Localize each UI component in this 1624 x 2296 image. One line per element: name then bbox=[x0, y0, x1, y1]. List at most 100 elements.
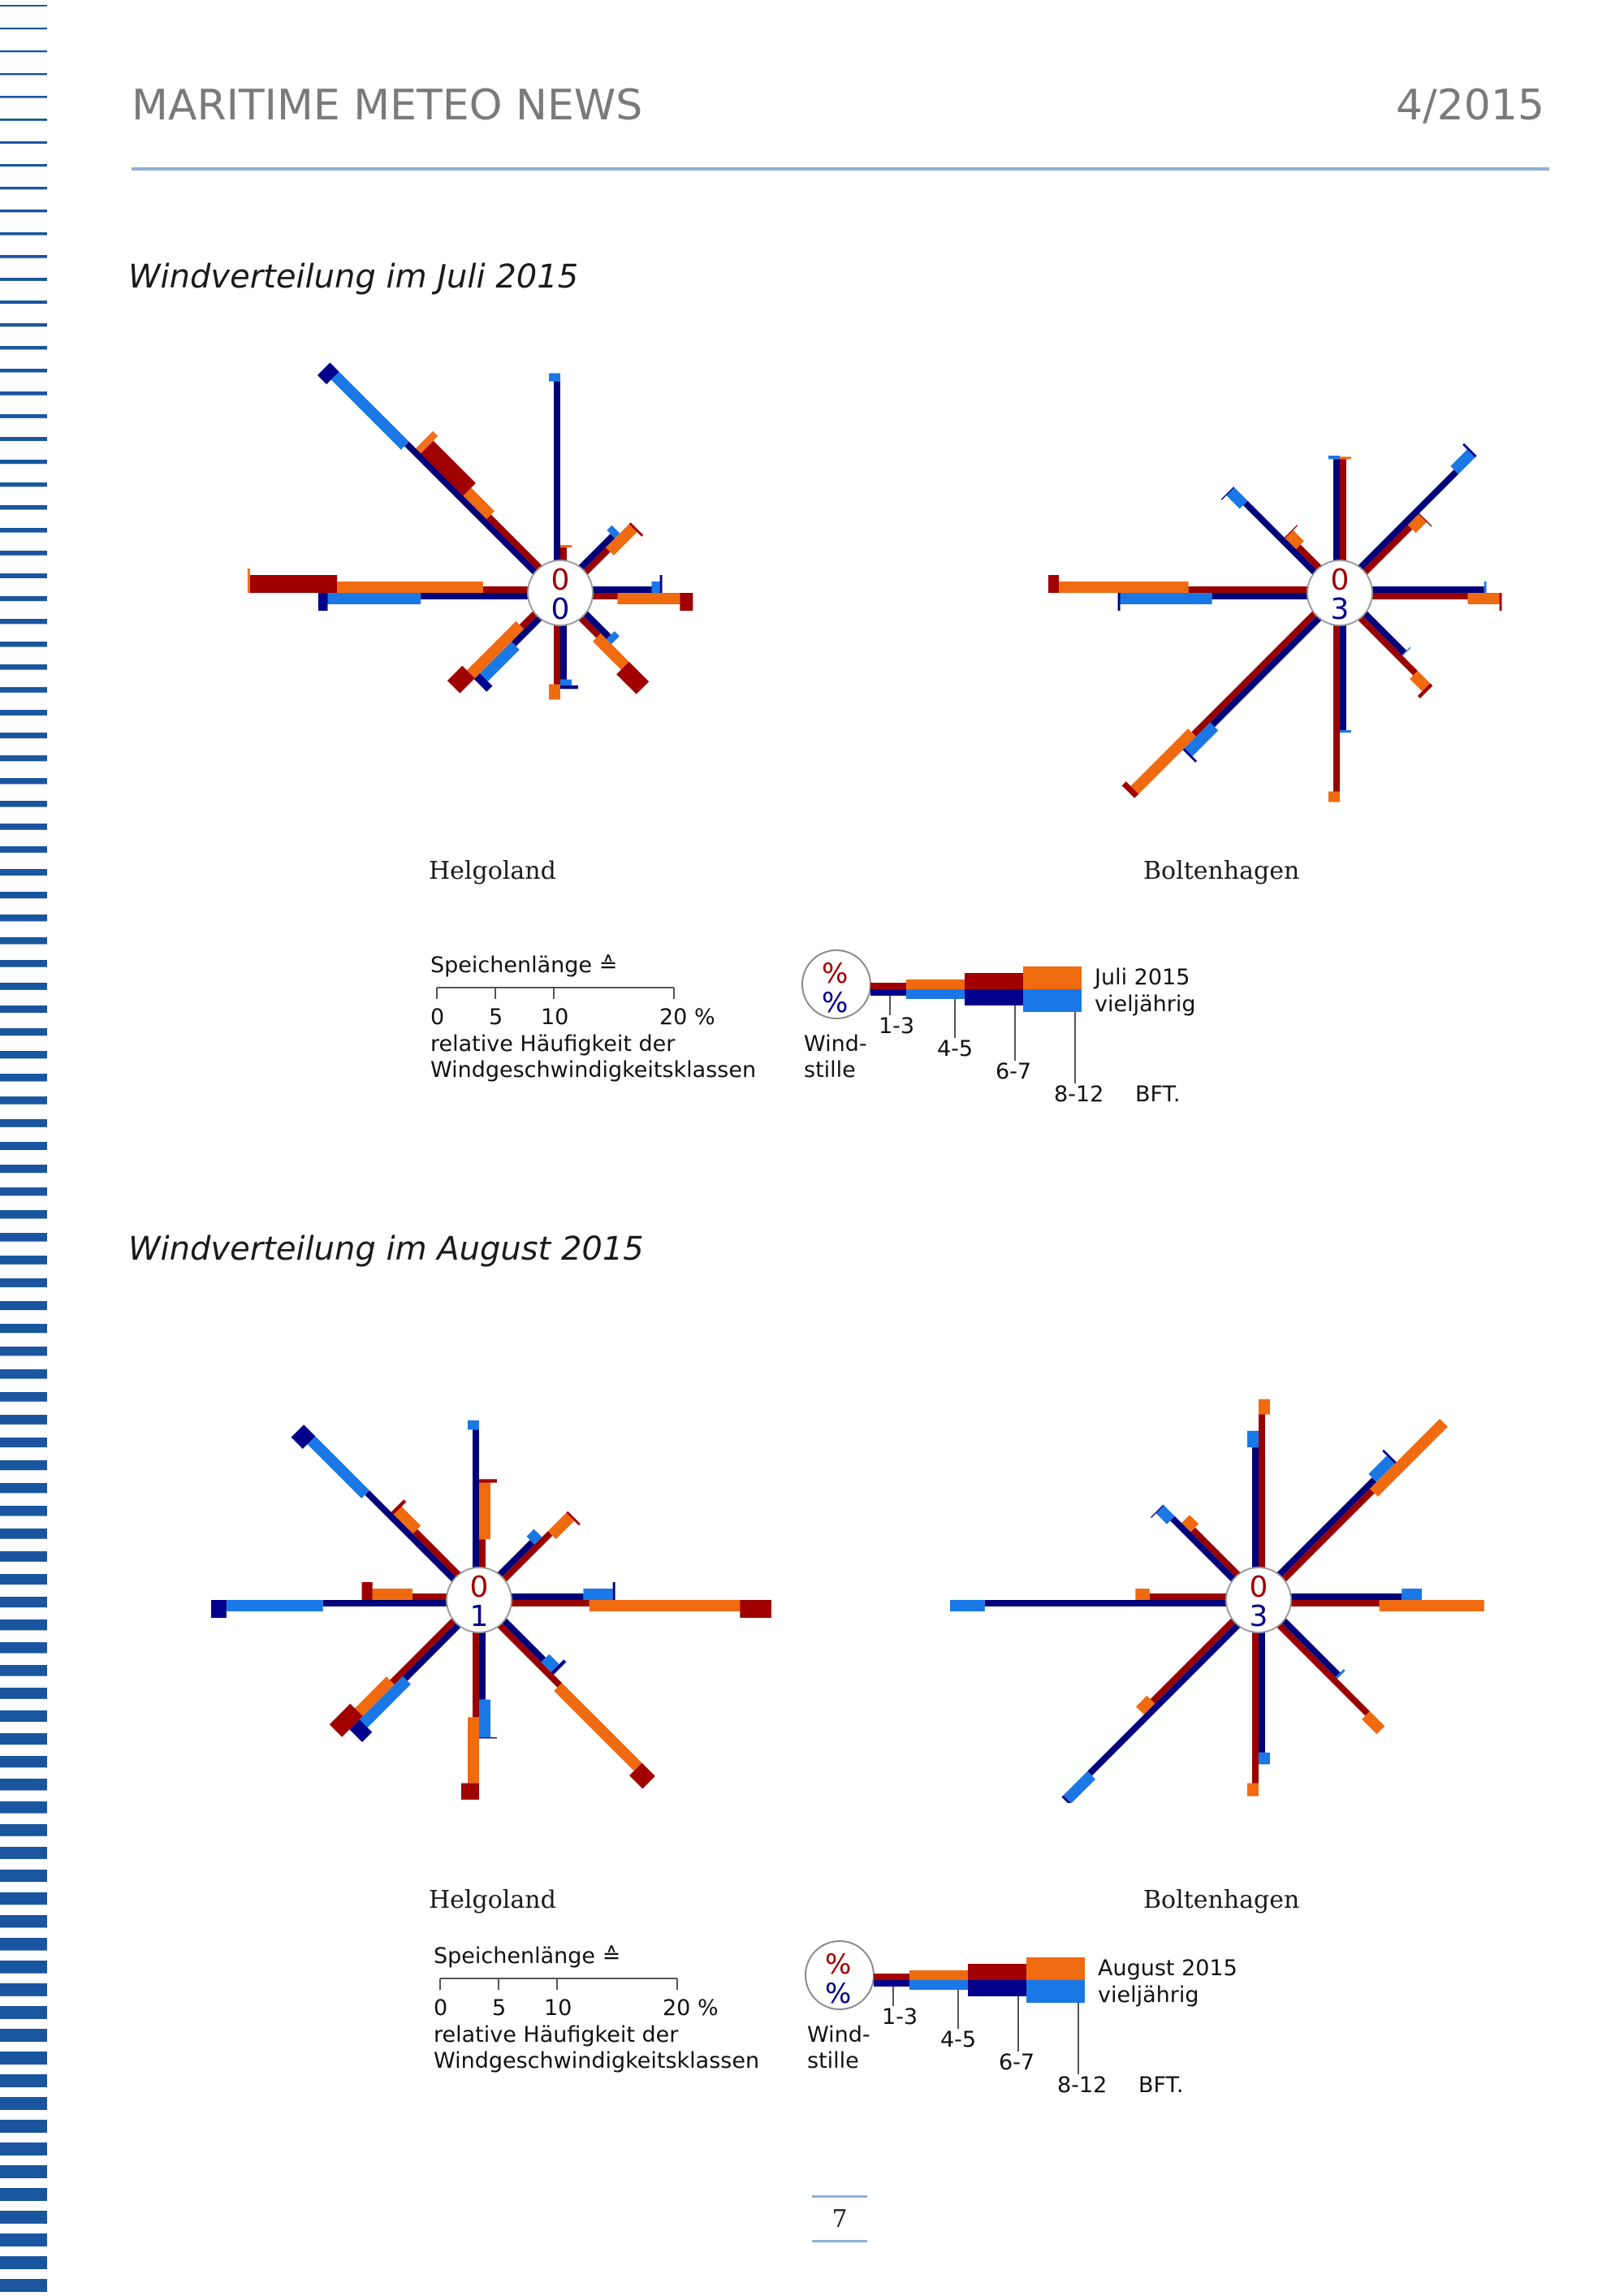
spoke-longterm-SW-class3 bbox=[1061, 1795, 1071, 1803]
scale-tick-20: 20 % bbox=[663, 1995, 719, 2021]
side-stripe bbox=[0, 846, 47, 853]
spoke-current-SW-class2 bbox=[355, 1676, 395, 1717]
side-stripe bbox=[0, 642, 47, 647]
side-stripe bbox=[0, 1551, 47, 1562]
side-stripe bbox=[0, 960, 47, 967]
side-stripe bbox=[0, 482, 47, 487]
spoke-current-SW-class3 bbox=[1121, 781, 1139, 798]
spoke-longterm-W-class1 bbox=[1212, 593, 1307, 599]
side-stripe bbox=[0, 437, 47, 442]
side-stripe bbox=[0, 892, 47, 899]
newsletter-title: MARITIME METEO NEWS bbox=[132, 81, 643, 130]
class-label-6-7: 6-7 bbox=[996, 1059, 1031, 1084]
spoke-longterm-N-class2 bbox=[549, 373, 560, 382]
side-stripe bbox=[0, 164, 47, 167]
spoke-longterm-NW-class3 bbox=[1220, 486, 1235, 500]
side-stripe bbox=[0, 210, 47, 213]
spoke-current-NE-class3 bbox=[1419, 513, 1432, 527]
spoke-longterm-W-class2 bbox=[327, 593, 421, 604]
spoke-current-NW-class1 bbox=[412, 1529, 461, 1577]
spoke-current-E-class2 bbox=[1379, 1600, 1484, 1611]
side-stripe bbox=[0, 1210, 47, 1219]
spoke-current-N-class2 bbox=[479, 1482, 490, 1540]
side-stripe bbox=[0, 1392, 47, 1402]
side-stripe bbox=[0, 2188, 47, 2201]
spoke-longterm-E-class1 bbox=[1291, 1593, 1402, 1600]
class-label-8-12: 8-12 bbox=[1057, 2073, 1107, 2095]
side-stripe bbox=[0, 278, 47, 281]
legend-august: Speichenlänge ≙ 0 5 10 20 % relative Häu… bbox=[434, 1940, 1237, 2095]
spoke-longterm-W-class2 bbox=[1120, 593, 1212, 604]
side-stripe bbox=[0, 96, 47, 98]
spoke-longterm-W-class1 bbox=[984, 1600, 1226, 1606]
spoke-longterm-S-class1 bbox=[1259, 1632, 1265, 1753]
side-stripe bbox=[0, 1665, 47, 1676]
spoke-longterm-SE-class2 bbox=[1402, 646, 1411, 656]
side-stripe bbox=[0, 5, 47, 6]
side-stripe bbox=[0, 2074, 47, 2087]
legend-longterm-label: vieljährig bbox=[1095, 992, 1196, 1017]
scale-tick-5: 5 bbox=[492, 1995, 506, 2021]
spoke-current-N-class1 bbox=[560, 547, 567, 560]
spoke-longterm-E-class1 bbox=[1372, 586, 1484, 593]
side-stripe bbox=[0, 232, 47, 236]
spoke-longterm-W-class3 bbox=[317, 593, 328, 611]
spoke-longterm-E-class2 bbox=[583, 1589, 613, 1600]
spoke-longterm-N-class1 bbox=[1333, 459, 1340, 560]
side-stripe bbox=[0, 801, 47, 807]
spoke-current-S-class1 bbox=[554, 625, 560, 685]
bft-label: BFT. bbox=[1135, 1082, 1180, 1105]
spoke-current-NE-class1 bbox=[502, 1531, 553, 1582]
spoke-longterm-S-class3 bbox=[560, 685, 578, 690]
side-stripe bbox=[0, 664, 47, 670]
station-label-helgoland-july: Helgoland bbox=[429, 857, 556, 885]
spoke-current-W-class1 bbox=[1188, 586, 1307, 593]
spoke-current-E-class3 bbox=[740, 1600, 771, 1618]
side-stripe bbox=[0, 2165, 47, 2178]
page-number-rule-bottom bbox=[812, 2240, 867, 2242]
spoke-longterm-NE-class1 bbox=[1358, 469, 1459, 570]
speed-classes-label: Windgeschwindigkeitsklassen bbox=[430, 1057, 756, 1083]
side-stripe bbox=[0, 2029, 47, 2042]
side-stripe bbox=[0, 391, 47, 396]
spoke-current-S-class1 bbox=[473, 1632, 479, 1718]
spoke-longterm-NW-class3 bbox=[291, 1425, 316, 1449]
page-number-rule-top bbox=[812, 2195, 867, 2198]
class-label-1-3: 1-3 bbox=[882, 2004, 918, 2030]
spoke-longterm-N-class1 bbox=[1252, 1447, 1259, 1567]
calm-value-current: 0 bbox=[1331, 564, 1350, 597]
spoke-longterm-SE-class1 bbox=[502, 1618, 546, 1663]
calm-value-current: 0 bbox=[551, 564, 570, 597]
spoke-current-NW-class1 bbox=[1296, 544, 1322, 570]
side-stripe bbox=[0, 1347, 47, 1356]
spoke-current-NE-class2 bbox=[1370, 1418, 1448, 1497]
spoke-current-SE-class2 bbox=[554, 1683, 642, 1771]
spoke-current-NW-class2 bbox=[463, 487, 495, 520]
side-stripe bbox=[0, 1824, 47, 1836]
spoke-current-SE-class1 bbox=[578, 616, 601, 638]
side-stripe bbox=[0, 505, 47, 510]
calm-label-1: Wind- bbox=[804, 1031, 867, 1057]
spoke-longterm-SW-class1 bbox=[1087, 1623, 1241, 1776]
spoke-longterm-E-class2 bbox=[1402, 1589, 1422, 1600]
spoke-current-NE-class3 bbox=[628, 522, 644, 537]
calm-value-longterm: 1 bbox=[470, 1600, 489, 1633]
legend-current-label: August 2015 bbox=[1098, 1956, 1237, 1981]
spoke-current-S-class2 bbox=[468, 1717, 479, 1784]
side-stripe bbox=[0, 824, 47, 830]
spoke-current-N-class1 bbox=[479, 1539, 486, 1567]
spoke-current-S-class1 bbox=[1252, 1632, 1259, 1784]
spoke-current-E-class3 bbox=[680, 593, 693, 611]
side-stripe bbox=[0, 301, 47, 305]
scale-tick-0: 0 bbox=[430, 1005, 444, 1030]
spoke-current-SW-class2 bbox=[1130, 729, 1196, 794]
spoke-current-E-class2 bbox=[1467, 593, 1500, 604]
spoke-current-N-class2 bbox=[560, 545, 572, 548]
spoke-longterm-NE-class1 bbox=[497, 1540, 535, 1577]
spoke-current-S-class2 bbox=[549, 684, 560, 700]
side-stripe bbox=[0, 1369, 47, 1379]
spoke-longterm-N-class2 bbox=[1328, 456, 1340, 460]
spoke-longterm-NW-class3 bbox=[1151, 1504, 1164, 1519]
spoke-current-NW-class2 bbox=[393, 1506, 421, 1534]
side-stripe bbox=[0, 1529, 47, 1539]
